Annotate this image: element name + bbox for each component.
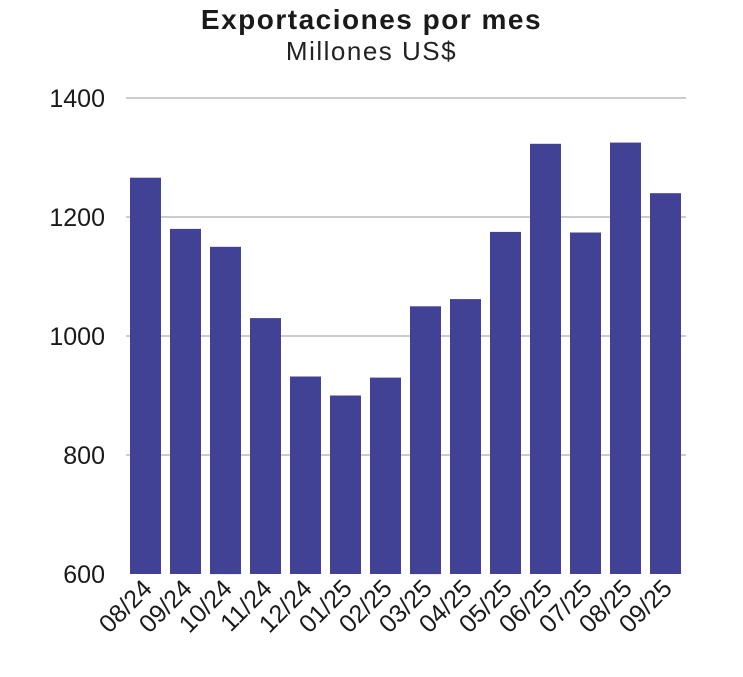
bar-12-24 bbox=[290, 376, 321, 574]
bar-09-24 bbox=[170, 228, 201, 574]
bar-05-25 bbox=[490, 231, 521, 574]
bar-09-25 bbox=[650, 193, 681, 574]
bar-04-25 bbox=[450, 299, 481, 574]
bar-07-25 bbox=[570, 232, 601, 574]
bar-08-24 bbox=[130, 177, 161, 574]
bar-11-24 bbox=[250, 318, 281, 574]
y-tick-label: 800 bbox=[63, 442, 105, 470]
y-axis-ticks: 600 800 1000 1200 1400 bbox=[49, 85, 105, 589]
y-tick-label: 600 bbox=[63, 561, 105, 589]
bars bbox=[130, 142, 681, 575]
chart-title: Exportaciones por mes bbox=[200, 4, 543, 35]
bar-08-25 bbox=[610, 142, 641, 574]
bar-03-25 bbox=[410, 306, 441, 575]
y-tick-label: 1200 bbox=[49, 204, 105, 232]
chart-subtitle: Millones US$ bbox=[285, 36, 458, 66]
bar-06-25 bbox=[530, 143, 561, 575]
bar-02-25 bbox=[370, 377, 401, 574]
y-tick-label: 1000 bbox=[49, 323, 105, 351]
bar-01-25 bbox=[330, 395, 361, 574]
x-axis-labels: 08/2409/2410/2411/2412/2401/2502/2503/25… bbox=[94, 574, 678, 638]
y-tick-label: 1400 bbox=[49, 85, 105, 113]
bar-10-24 bbox=[210, 246, 241, 575]
